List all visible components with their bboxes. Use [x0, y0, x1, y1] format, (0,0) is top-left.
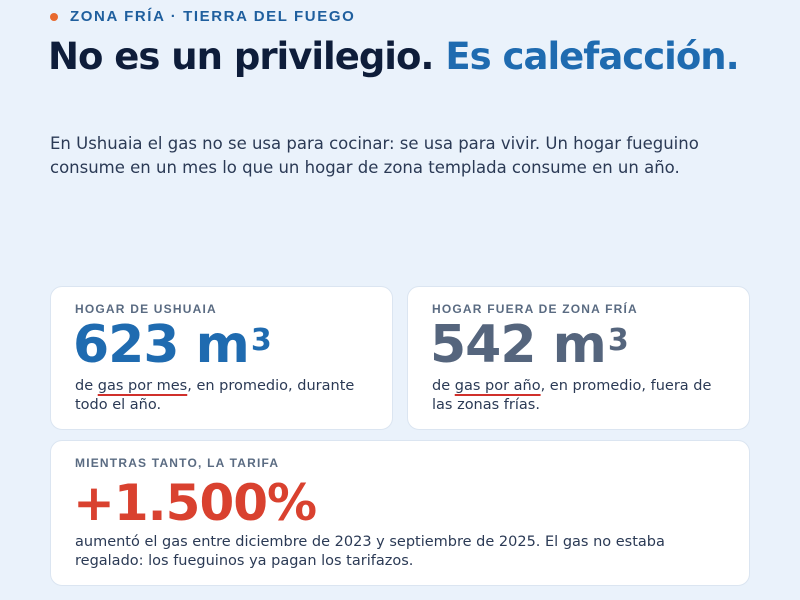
card-templada-desc-pre: de: [432, 378, 455, 394]
card-ushuaia-desc-underlined: gas por mes: [97, 378, 188, 394]
card-templada-desc-post: , en promedio, fuera de las zonas frías.: [432, 378, 712, 413]
card-ushuaia-description: de gas por mes, en promedio, durante tod…: [75, 377, 375, 415]
card-ushuaia: HOGAR DE USHUAIA 623 m3 de gas por mes, …: [50, 286, 393, 430]
card-ushuaia-desc-pre: de: [75, 378, 98, 394]
card-tarifa: MIENTRAS TANTO, LA TARIFA +1.500% aument…: [50, 440, 750, 586]
card-templada-unit-exponent: 3: [607, 323, 629, 358]
headline-part2: Es calefacción.: [445, 35, 739, 78]
kicker-dot-icon: [50, 12, 58, 21]
card-ushuaia-number: 623 m: [73, 315, 250, 375]
card-templada: HOGAR FUERA DE ZONA FRÍA 542 m3 de gas p…: [407, 286, 750, 430]
card-templada-number: 542 m: [430, 315, 607, 375]
card-ushuaia-desc-post: , en promedio, durante todo el año.: [75, 378, 355, 413]
card-tarifa-description: aumentó el gas entre diciembre de 2023 y…: [75, 534, 665, 569]
card-templada-value: 542 m3: [430, 315, 629, 375]
kicker-text: ZONA FRÍA · TIERRA DEL FUEGO: [70, 8, 356, 25]
card-templada-description: de gas por año, en promedio, fuera de la…: [432, 377, 732, 415]
card-ushuaia-unit-exponent: 3: [250, 323, 272, 358]
card-templada-desc-underlined: gas por año: [454, 378, 541, 394]
headline-part1: No es un privilegio.: [48, 35, 434, 78]
kicker: ZONA FRÍA · TIERRA DEL FUEGO: [50, 8, 355, 25]
card-tarifa-label: MIENTRAS TANTO, LA TARIFA: [75, 456, 280, 470]
card-ushuaia-label: HOGAR DE USHUAIA: [75, 302, 217, 316]
card-ushuaia-value: 623 m3: [73, 315, 272, 375]
card-templada-label: HOGAR FUERA DE ZONA FRÍA: [432, 302, 638, 316]
headline: No es un privilegio. Es calefacción.: [48, 36, 768, 78]
card-tarifa-value: +1.500%: [73, 474, 317, 532]
lead-paragraph: En Ushuaia el gas no se usa para cocinar…: [50, 134, 699, 177]
